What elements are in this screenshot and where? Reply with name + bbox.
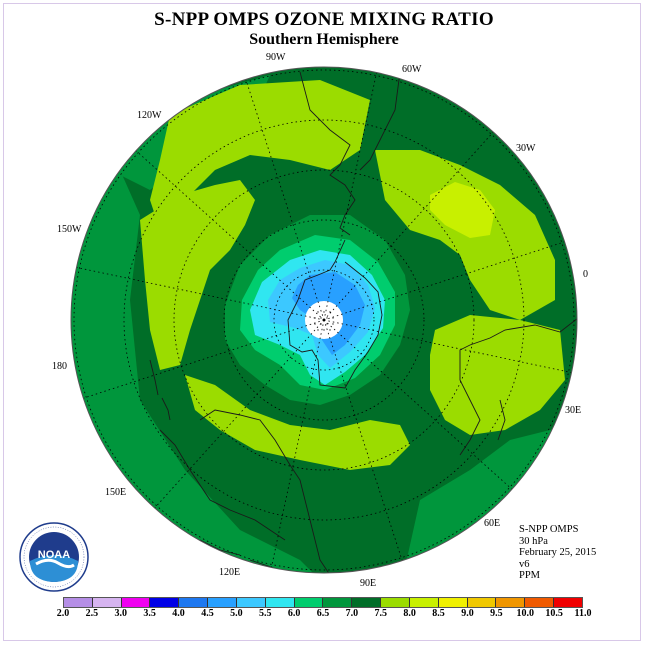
lon-label-90w: 90W [266,52,286,63]
colorbar-swatch [121,598,151,607]
colorbar-tick-label: 9.5 [490,608,503,619]
field-7.5-north-band [150,80,370,230]
colorbar-swatch [323,598,353,607]
meridian-line [135,150,325,321]
info-instrument: S-NPP OMPS [519,524,579,535]
meridian-line [323,319,513,490]
field-7.5-south-band [185,375,410,470]
colorbar-swatch [92,598,122,607]
coast-australia [199,409,331,573]
meridian-line [323,319,572,373]
map-title: S-NPP OMPS OZONE MIXING RATIO [154,9,494,30]
colorbar-tick-label: 10.0 [516,608,534,619]
meridian-line [323,131,494,321]
info-date: February 25, 2015 [519,547,597,558]
lon-label-30w: 30W [516,143,536,154]
colorbar-swatch [294,598,324,607]
colorbar-tick-label: 6.0 [287,608,301,619]
meridian-line [245,79,325,321]
lon-label-180: 180 [52,361,67,372]
field-8.0-patch [430,182,495,238]
colorbar-swatch [208,598,237,607]
colorbar [63,597,583,608]
colorbar-swatch [467,598,497,607]
coast-africa [459,317,577,456]
lon-label-120w: 120W [137,110,162,121]
lon-label-0: 0 [583,269,588,280]
logo-text: NOAA [38,549,70,561]
meridian-line [323,72,377,321]
coast-australia-west [159,429,286,541]
colorbar-swatch [236,598,266,607]
meridian-line [323,319,403,561]
colorbar-tick-label: 6.5 [316,608,330,619]
lon-label-60e: 60E [484,518,501,529]
meridian-line [83,319,325,399]
pole-dots [314,311,334,331]
colorbar-swatch [525,598,555,607]
colorbar-swatch [438,598,468,607]
colorbar-swatch [150,598,180,607]
lon-label-150w: 150W [57,224,82,235]
colorbar-tick-label: 5.5 [258,608,272,619]
page-frame [3,3,641,641]
colorbar-tick-label: 8.5 [432,608,445,619]
lon-label-60w: 60W [402,64,422,75]
colorbar-tick-label: 3.5 [143,608,156,619]
colorbar-swatch [554,598,582,607]
coast-south-america [299,71,356,236]
colorbar-tick-label: 3.0 [114,608,128,619]
coast-madagascar [497,399,506,441]
meridian-line [271,319,325,568]
colorbar-ticks: 2.0 2.5 3.0 3.5 4.0 4.5 5.0 5.5 6.0 6.5 7.0 7.5 8.0 8… [57,608,592,622]
colorbar-swatch [381,598,410,607]
graticule [73,69,575,571]
colorbar-tick-label: 7.0 [345,608,359,619]
colorbar-tick-label: 2.5 [85,608,99,619]
lon-label-30e: 30E [565,405,582,416]
info-units: PPM [519,570,541,581]
lon-label-90e: 90E [360,578,377,589]
lon-label-120e: 120E [219,567,241,578]
lon-label-150e: 150E [105,487,127,498]
map-subtitle: Southern Hemisphere [249,31,399,48]
field-7.5-east-band [430,315,565,435]
info-block: S-NPP OMPS 30 hPa February 25, 2015 v6 P… [519,524,596,582]
noaa-logo: NOAA [19,522,89,592]
coast-antarctic-peninsula [297,239,346,301]
colorbar-tick-label: 10.5 [545,608,563,619]
colorbar-tick-label: 4.0 [172,608,185,619]
coastlines [149,71,577,573]
coast-south-america-east [359,71,401,171]
colorbar-swatch [265,598,295,607]
colorbar-swatch [496,598,526,607]
colorbar-swatch [409,598,439,607]
colorbar-tick-label: 5.0 [230,608,243,619]
colorbar-swatch [352,598,382,607]
colorbar-tick-label: 7.5 [374,608,388,619]
meridian-line [323,241,565,321]
colorbar-swatch [64,598,93,607]
field-7.5-west-band [140,180,255,370]
colorbar-tick-label: 8.0 [403,608,416,619]
meridian-line [154,319,325,509]
map-border [70,66,578,574]
colorbar-tick-label: 2.0 [56,608,70,619]
info-level: 30 hPa [519,535,548,547]
meridian-line [76,267,325,321]
coast-new-zealand [149,359,171,421]
coast-antarctica [287,261,383,389]
colorbar-tick-label: 9.0 [461,608,474,619]
colorbar-tick-label: 11.0 [574,608,592,619]
info-version: v6 [519,558,530,570]
colorbar-swatch [179,598,209,607]
colorbar-tick-label: 4.5 [201,608,214,619]
